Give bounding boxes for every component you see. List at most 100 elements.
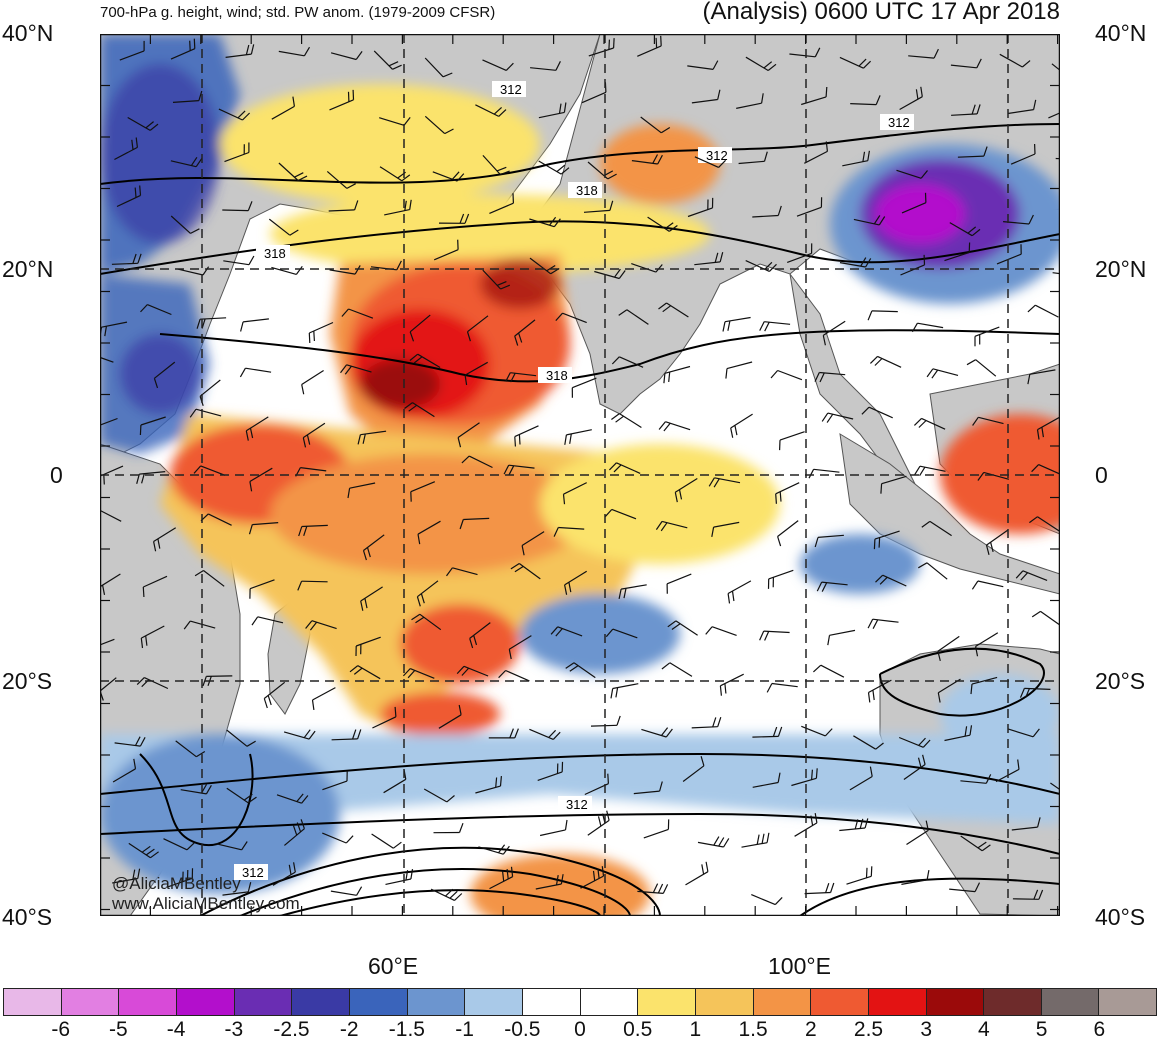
wind-barb-staff (249, 579, 275, 590)
wind-barb-flag (615, 415, 624, 423)
wind-barb-flag (657, 883, 664, 894)
wind-barb-staff (752, 214, 779, 218)
wind-barb-flag (251, 616, 259, 626)
wind-barb-flag (134, 736, 141, 746)
wind-barb-flag (873, 215, 881, 225)
wind-barb-flag (655, 521, 663, 530)
wind-barb-flag (349, 665, 359, 673)
wind-barb-staff (996, 253, 1022, 265)
wind-barb-staff (1050, 782, 1060, 791)
wind-barb-flag (518, 434, 521, 445)
wind-barb-flag (725, 368, 728, 379)
wind-barb-staff (882, 574, 907, 587)
wind-barb-staff (468, 455, 493, 469)
colorbar-swatch (349, 989, 408, 1015)
wind-barb-staff (685, 871, 709, 886)
anomaly-neg-southern-belt (100, 734, 1060, 834)
wind-barb-flag (660, 126, 671, 134)
wind-barb-flag (663, 373, 666, 384)
wind-barb-flag (601, 866, 605, 877)
wind-barb-flag (913, 417, 922, 426)
wind-barb-flag (153, 541, 157, 552)
colorbar-swatch (465, 989, 523, 1015)
wind-barb-staff (872, 618, 899, 623)
wind-barb-staff (223, 260, 250, 266)
colorbar-tick-label: -6 (51, 1018, 71, 1041)
wind-barb-staff (801, 96, 827, 106)
wind-barb-flag (966, 359, 976, 366)
wind-barb-flag (189, 408, 197, 418)
wind-barb-staff (521, 531, 545, 547)
wind-barb-staff (409, 314, 431, 333)
wind-barb-flag (198, 90, 203, 101)
wind-barb-flag (442, 72, 453, 78)
wind-barb-staff (637, 890, 664, 894)
wind-barb-flag (756, 834, 760, 845)
wind-barb-staff (573, 662, 596, 679)
wind-barb-flag (1020, 572, 1029, 581)
wind-barb-flag (655, 37, 658, 48)
wind-barb-staff (583, 209, 610, 213)
wind-barb-flag (661, 662, 671, 670)
wind-barb-staff (640, 116, 662, 134)
wind-barb-flag (498, 670, 507, 679)
wind-barb-flag (815, 768, 818, 779)
wind-barb-flag (298, 526, 303, 537)
wind-barb-flag (295, 265, 303, 275)
wind-barb-flag (308, 332, 311, 344)
wind-barb-staff (1007, 109, 1034, 115)
anomaly-pos-himalaya (270, 194, 710, 274)
wind-barb-staff (224, 151, 250, 163)
anomaly-pos-south-indian2 (380, 692, 500, 736)
wind-barb-flag (717, 717, 722, 727)
wind-barb-staff (271, 105, 295, 120)
wind-barb-flag (558, 103, 562, 114)
wind-barb-staff (730, 413, 753, 429)
wind-barb-staff (424, 57, 444, 78)
wind-barb-flag (556, 164, 566, 173)
wind-barb-staff (100, 573, 121, 588)
wind-barb-flag (671, 623, 681, 630)
wind-barb-flag (731, 591, 735, 602)
wind-barb-flag (917, 757, 922, 768)
wind-barb-flag (103, 474, 105, 485)
wind-barb-flag (464, 213, 470, 224)
wind-barb-staff (330, 890, 357, 896)
wind-barb-flag (417, 534, 421, 545)
wind-barb-flag (409, 199, 412, 210)
wind-barb-staff (379, 117, 405, 126)
colorbar-swatch (61, 989, 120, 1015)
wind-barb-flag (976, 104, 981, 115)
wind-barb-staff (752, 781, 779, 788)
wind-barb-flag (303, 526, 308, 536)
wind-barb-staff (482, 59, 507, 71)
wind-barb-flag (141, 845, 151, 853)
contour-label: 318 (546, 368, 568, 383)
wind-barb-staff (821, 581, 848, 586)
wind-barb-staff (419, 613, 442, 631)
colorbar-swatch (695, 989, 754, 1015)
weather-map: 312 312 312 318 318 318 312 312 (100, 34, 1060, 916)
wind-barb-flag (613, 38, 615, 49)
wind-barb-flag (814, 812, 818, 824)
wind-barb-flag (875, 742, 884, 750)
wind-barb-flag (243, 793, 253, 801)
wind-barb-flag (1033, 99, 1037, 110)
wind-barb-flag (880, 483, 883, 494)
contour-label: 312 (500, 82, 522, 97)
wind-barb-flag (700, 756, 705, 766)
lat-label-40s-left: 40°S (2, 904, 53, 930)
wind-barb-flag (353, 667, 363, 675)
wind-barb-staff (949, 888, 976, 893)
colorbar-swatch (522, 989, 581, 1015)
wind-barb-flag (821, 412, 829, 422)
wind-barb-staff (312, 687, 336, 701)
wind-barb-flag (712, 60, 719, 70)
wind-barb-staff (482, 154, 501, 176)
wind-barb-flag (493, 106, 503, 115)
wind-barb-flag (249, 428, 254, 439)
wind-barb-staff (563, 482, 587, 495)
wind-barb-flag (461, 667, 470, 676)
wind-barb-staff (919, 465, 946, 472)
wind-barb-staff (457, 422, 480, 438)
